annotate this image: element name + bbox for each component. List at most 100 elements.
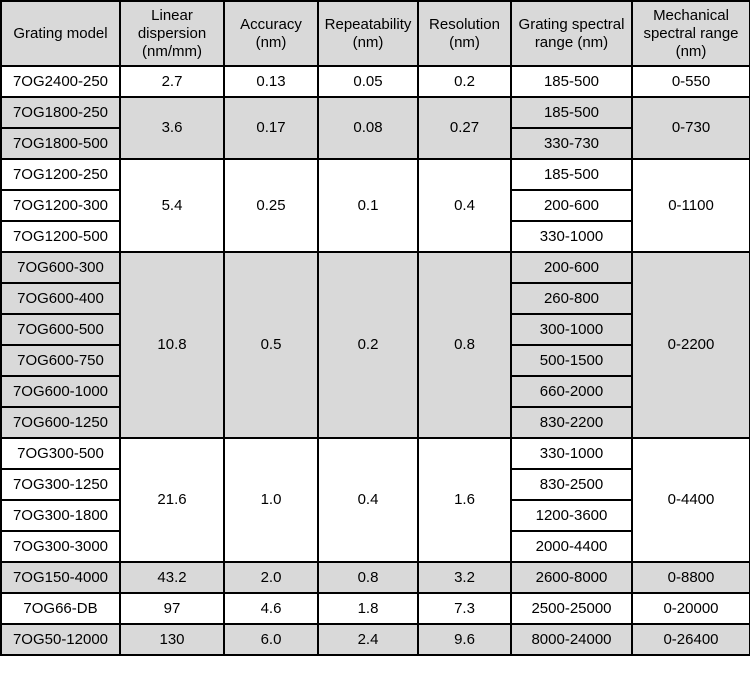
cell-grating-model: 7OG1800-500 <box>0 127 121 160</box>
table-header: Grating model Linear dispersion (nm/mm) Accu… <box>0 0 750 67</box>
cell-accuracy: 2.0 <box>223 561 319 594</box>
cell-accuracy: 0.17 <box>223 96 319 160</box>
header-mechanical-spectral-range: Mechanical spectral range (nm) <box>631 0 750 67</box>
cell-grating-model: 7OG66-DB <box>0 592 121 625</box>
cell-grating-model: 7OG1200-250 <box>0 158 121 191</box>
cell-accuracy: 0.13 <box>223 65 319 98</box>
header-linear-dispersion: Linear dispersion (nm/mm) <box>119 0 225 67</box>
cell-grating-spectral-range: 2600-8000 <box>510 561 633 594</box>
cell-grating-spectral-range: 330-730 <box>510 127 633 160</box>
cell-grating-spectral-range: 830-2200 <box>510 406 633 439</box>
cell-resolution: 3.2 <box>417 561 512 594</box>
cell-grating-model: 7OG300-3000 <box>0 530 121 563</box>
table-body: 7OG2400-250 2.7 0.13 0.05 0.2 185-500 0-550 7OG… <box>0 65 750 656</box>
cell-grating-spectral-range: 2000-4400 <box>510 530 633 563</box>
cell-grating-model: 7OG600-500 <box>0 313 121 346</box>
cell-resolution: 0.8 <box>417 251 512 439</box>
cell-grating-model: 7OG150-4000 <box>0 561 121 594</box>
cell-grating-spectral-range: 200-600 <box>510 189 633 222</box>
table-row: 7OG66-DB 97 4.6 1.8 7.3 2500-25000 0-20000 <box>0 592 750 625</box>
cell-grating-spectral-range: 185-500 <box>510 96 633 129</box>
cell-mechanical-spectral-range: 0-730 <box>631 96 750 160</box>
cell-grating-spectral-range: 200-600 <box>510 251 633 284</box>
cell-repeatability: 0.8 <box>317 561 419 594</box>
cell-grating-model: 7OG1800-250 <box>0 96 121 129</box>
cell-accuracy: 6.0 <box>223 623 319 656</box>
cell-grating-model: 7OG2400-250 <box>0 65 121 98</box>
cell-grating-model: 7OG600-400 <box>0 282 121 315</box>
cell-grating-model: 7OG300-500 <box>0 437 121 470</box>
header-repeatability: Repeatability (nm) <box>317 0 419 67</box>
cell-resolution: 9.6 <box>417 623 512 656</box>
cell-grating-spectral-range: 500-1500 <box>510 344 633 377</box>
header-line: Grating model <box>13 24 108 42</box>
cell-repeatability: 0.4 <box>317 437 419 563</box>
header-accuracy: Accuracy (nm) <box>223 0 319 67</box>
cell-resolution: 0.27 <box>417 96 512 160</box>
header-resolution: Resolution (nm) <box>417 0 512 67</box>
cell-mechanical-spectral-range: 0-1100 <box>631 158 750 253</box>
header-row: Grating model Linear dispersion (nm/mm) Accu… <box>0 0 750 67</box>
cell-grating-spectral-range: 300-1000 <box>510 313 633 346</box>
header-line: range (nm) <box>534 33 609 51</box>
cell-linear-dispersion: 130 <box>119 623 225 656</box>
table-row: 7OG1200-250 5.4 0.25 0.1 0.4 185-500 0-1100 <box>0 158 750 253</box>
cell-grating-model: 7OG1200-500 <box>0 220 121 253</box>
cell-repeatability: 0.1 <box>317 158 419 253</box>
cell-grating-spectral-range: 260-800 <box>510 282 633 315</box>
header-line: Mechanical <box>653 6 729 24</box>
cell-repeatability: 1.8 <box>317 592 419 625</box>
cell-mechanical-spectral-range: 0-4400 <box>631 437 750 563</box>
cell-repeatability: 0.2 <box>317 251 419 439</box>
header-line: spectral range <box>643 24 739 42</box>
header-line: Resolution <box>429 15 500 33</box>
cell-grating-model: 7OG300-1800 <box>0 499 121 532</box>
cell-mechanical-spectral-range: 0-2200 <box>631 251 750 439</box>
cell-mechanical-spectral-range: 0-550 <box>631 65 750 98</box>
cell-grating-spectral-range: 660-2000 <box>510 375 633 408</box>
header-grating-spectral-range: Grating spectral range (nm) <box>510 0 633 67</box>
table-row: 7OG2400-250 2.7 0.13 0.05 0.2 185-500 0-550 <box>0 65 750 98</box>
cell-mechanical-spectral-range: 0-8800 <box>631 561 750 594</box>
cell-repeatability: 2.4 <box>317 623 419 656</box>
cell-accuracy: 4.6 <box>223 592 319 625</box>
header-line: Grating spectral <box>518 15 625 33</box>
cell-linear-dispersion: 3.6 <box>119 96 225 160</box>
cell-linear-dispersion: 10.8 <box>119 251 225 439</box>
cell-resolution: 0.4 <box>417 158 512 253</box>
cell-accuracy: 0.25 <box>223 158 319 253</box>
cell-repeatability: 0.08 <box>317 96 419 160</box>
cell-grating-spectral-range: 8000-24000 <box>510 623 633 656</box>
grating-spec-table: Grating model Linear dispersion (nm/mm) Accu… <box>0 0 750 656</box>
table-row: 7OG50-12000 130 6.0 2.4 9.6 8000-24000 0-26400 <box>0 623 750 656</box>
header-line: Repeatability <box>324 15 412 33</box>
cell-grating-spectral-range: 330-1000 <box>510 220 633 253</box>
cell-grating-spectral-range: 185-500 <box>510 158 633 191</box>
cell-grating-model: 7OG50-12000 <box>0 623 121 656</box>
header-line: (nm) <box>449 33 480 51</box>
table-row: 7OG150-4000 43.2 2.0 0.8 3.2 2600-8000 0-8800 <box>0 561 750 594</box>
table-row: 7OG600-300 10.8 0.5 0.2 0.8 200-600 0-2200 <box>0 251 750 439</box>
cell-resolution: 7.3 <box>417 592 512 625</box>
header-line: (nm/mm) <box>142 42 202 60</box>
cell-grating-spectral-range: 330-1000 <box>510 437 633 470</box>
cell-grating-model: 7OG600-750 <box>0 344 121 377</box>
cell-linear-dispersion: 2.7 <box>119 65 225 98</box>
cell-grating-model: 7OG1200-300 <box>0 189 121 222</box>
cell-grating-model: 7OG600-1000 <box>0 375 121 408</box>
cell-mechanical-spectral-range: 0-26400 <box>631 623 750 656</box>
cell-mechanical-spectral-range: 0-20000 <box>631 592 750 625</box>
cell-grating-spectral-range: 2500-25000 <box>510 592 633 625</box>
header-line: Linear <box>151 6 193 24</box>
cell-accuracy: 0.5 <box>223 251 319 439</box>
cell-resolution: 0.2 <box>417 65 512 98</box>
cell-grating-spectral-range: 1200-3600 <box>510 499 633 532</box>
cell-resolution: 1.6 <box>417 437 512 563</box>
table-row: 7OG1800-250 3.6 0.17 0.08 0.27 185-500 0-730 <box>0 96 750 160</box>
cell-accuracy: 1.0 <box>223 437 319 563</box>
header-line: (nm) <box>675 42 707 60</box>
cell-repeatability: 0.05 <box>317 65 419 98</box>
header-line: dispersion <box>137 24 207 42</box>
header-line: (nm) <box>255 33 287 51</box>
cell-linear-dispersion: 5.4 <box>119 158 225 253</box>
